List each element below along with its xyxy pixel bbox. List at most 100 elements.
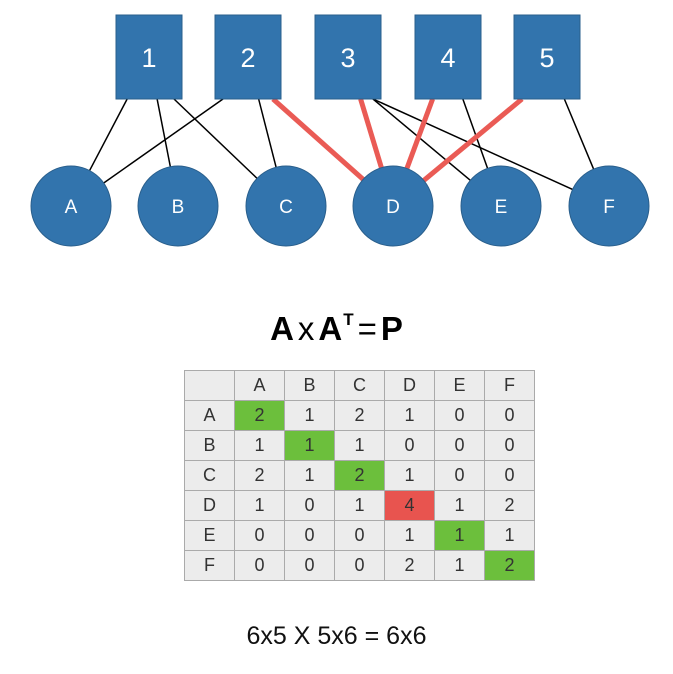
edge-2-D [271,97,365,182]
top-node-3: 3 [314,14,382,100]
edge-1-C [173,98,258,179]
matrix-column-header: D [384,370,435,401]
bottom-node-circle [30,165,112,247]
matrix-corner-cell [184,370,235,401]
bottom-node-circle [568,165,650,247]
bottom-node-circle [137,165,219,247]
matrix-column-header: B [284,370,335,401]
matrix-cell: 0 [284,490,335,521]
top-node-box [214,14,282,100]
edge-4-E [462,98,489,169]
bottom-node-circle [352,165,434,247]
top-node-2: 2 [214,14,282,100]
matrix-cell: 2 [334,400,385,431]
edge-2-C [257,98,277,168]
matrix-cell: 0 [234,520,285,551]
top-node-box [513,14,581,100]
bottom-node-C: C [245,165,327,247]
top-node-1: 1 [115,14,183,100]
matrix-cell: 1 [234,430,285,461]
edge-4-D [404,98,435,170]
top-node-label: 2 [240,43,255,73]
matrix-cell: 0 [434,400,485,431]
matrix-diagonal-cell: 4 [384,490,435,521]
matrix-cell: 0 [334,520,385,551]
bottom-node-circle [460,165,542,247]
top-node-box [115,14,183,100]
matrix-diagonal-cell: 2 [334,460,385,491]
bottom-node-D: D [352,165,434,247]
matrix-column-header: E [434,370,485,401]
matrix-diagonal-cell: 2 [484,550,535,581]
edge-1-A [88,98,128,171]
edge-3-E [372,98,471,181]
matrix-cell: 0 [334,550,385,581]
edge-5-F [563,98,595,170]
bottom-node-label: D [386,197,400,218]
matrix-cell: 0 [484,460,535,491]
matrix-diagonal-cell: 2 [234,400,285,431]
edge-5-D [422,97,524,183]
matrix-cell: 0 [484,400,535,431]
matrix-cell: 0 [234,550,285,581]
matrix-row-header: E [184,520,235,551]
top-node-box [414,14,482,100]
bottom-node-label: E [495,197,508,218]
matrix-cell: 1 [334,430,385,461]
matrix-row-header: A [184,400,235,431]
bottom-node-F: F [568,165,650,247]
matrix-cell: 1 [484,520,535,551]
matrix-cell: 1 [234,490,285,521]
matrix-cell: 0 [484,430,535,461]
matrix-diagonal-cell: 1 [284,430,335,461]
top-node-4: 4 [414,14,482,100]
bottom-node-E: E [460,165,542,247]
matrix-cell: 1 [384,400,435,431]
matrix-cell: 1 [284,460,335,491]
top-node-label: 3 [340,43,355,73]
matrix-diagonal-cell: 1 [434,520,485,551]
bottom-node-circle [245,165,327,247]
dimensions-text: 6x5 X 5x6 = 6x6 [246,622,427,650]
edge-2-A [103,98,224,184]
top-node-label: 1 [141,43,156,73]
equation-transpose-superscript: T [343,310,354,329]
matrix-cell: 0 [434,460,485,491]
matrix-column-header: F [484,370,535,401]
equation-times: x [297,310,315,347]
matrix-row-header: F [184,550,235,581]
equation-term-a: A [270,310,294,347]
bottom-node-label: C [279,197,293,218]
matrix-cell: 1 [384,520,435,551]
matrix-cell: 1 [384,460,435,491]
matrix-row-header: C [184,460,235,491]
matrix-cell: 2 [484,490,535,521]
matrix-cell: 1 [334,490,385,521]
bottom-node-label: A [65,197,78,218]
matrix-column-header: C [334,370,385,401]
edge-3-D [358,98,384,169]
edge-3-F [372,98,573,191]
matrix-column-header: A [234,370,285,401]
matrix-cell: 2 [234,460,285,491]
top-node-label: 5 [539,43,554,73]
matrix-cell: 1 [284,400,335,431]
top-node-box [314,14,382,100]
matrix-row-header: B [184,430,235,461]
equation-result-p: P [380,310,403,347]
top-node-5: 5 [513,14,581,100]
bottom-node-label: F [603,197,615,218]
matrix-cell: 1 [434,490,485,521]
equation-term-a-transpose: A [318,310,343,347]
matrix-cell: 0 [384,430,435,461]
bottom-node-A: A [30,165,112,247]
matrix-cell: 2 [384,550,435,581]
matrix-cell: 1 [434,550,485,581]
